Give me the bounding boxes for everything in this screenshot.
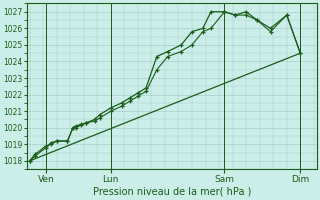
X-axis label: Pression niveau de la mer( hPa ): Pression niveau de la mer( hPa ) [92,187,251,197]
